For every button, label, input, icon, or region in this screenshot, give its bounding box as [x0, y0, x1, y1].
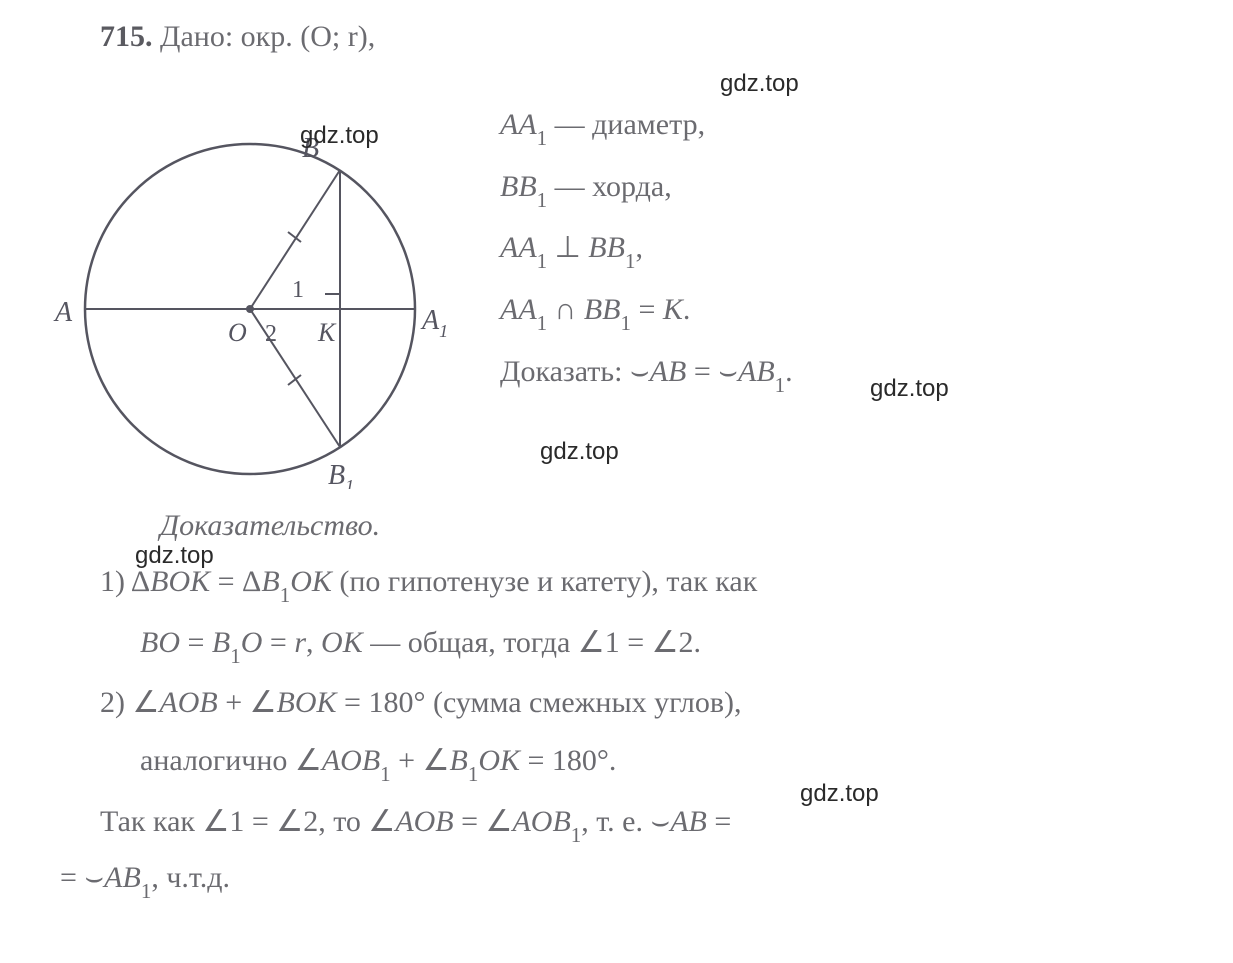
label-b: B: [302, 133, 319, 164]
center-point: [246, 305, 254, 313]
problem-number: 715.: [100, 20, 153, 53]
geometry-diagram: A A1 B B1 O K 1 2: [40, 69, 460, 489]
top-section: A A1 B B1 O K 1 2 AA1 — диаметр, BB1 — х…: [40, 69, 1193, 489]
proof-conclusion-2: = ⌣AB1, ч.т.д.: [60, 854, 1193, 905]
proof-step-1: 1) ΔBOK = ΔB1OK (по гипотенузе и катету)…: [100, 558, 1193, 609]
given-line-3: AA1 ⊥ BB1,: [500, 222, 1193, 276]
given-line-1: AA1 — диаметр,: [500, 99, 1193, 153]
proof-body: 1) ΔBOK = ΔB1OK (по гипотенузе и катету)…: [40, 558, 1193, 905]
proof-step-1-cont: BO = B1O = r, OK — общая, тогда ∠1 = ∠2.: [100, 619, 1193, 670]
given-conditions: AA1 — диаметр, BB1 — хорда, AA1 ⊥ BB1, A…: [500, 69, 1193, 489]
label-a1: A1: [420, 305, 448, 341]
label-b1: B1: [328, 460, 354, 489]
right-angle-marker: [325, 294, 340, 309]
label-a: A: [53, 297, 73, 328]
problem-header: 715. Дано: окр. (O; r),: [40, 20, 1193, 54]
given-line-2: BB1 — хорда,: [500, 161, 1193, 215]
given-label: Дано:: [160, 20, 233, 53]
proof-conclusion-1: Так как ∠1 = ∠2, то ∠AOB = ∠AOB1, т. е. …: [100, 798, 1193, 849]
circle-diagram-svg: A A1 B B1 O K 1 2: [40, 69, 460, 489]
prove-line: Доказать: ⌣AB = ⌣AB1.: [500, 346, 1193, 400]
given-line-4: AA1 ∩ BB1 = K.: [500, 284, 1193, 338]
angle-label-1: 1: [292, 277, 304, 303]
angle-label-2: 2: [265, 321, 277, 347]
proof-title: Доказательство.: [160, 509, 1193, 543]
given-main: окр. (O; r),: [241, 20, 376, 53]
label-k: K: [317, 318, 337, 347]
proof-step-2: 2) ∠AOB + ∠BOK = 180° (сумма смежных угл…: [100, 679, 1193, 727]
proof-step-2-cont: аналогично ∠AOB1 + ∠B1OK = 180°.: [100, 737, 1193, 788]
label-o: O: [228, 318, 247, 347]
